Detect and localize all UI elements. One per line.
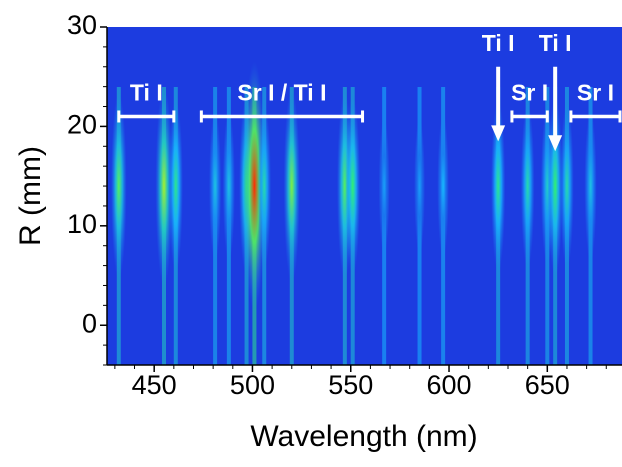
y-axis-label: R (mm) — [14, 146, 47, 246]
arrow-head — [548, 135, 563, 152]
annotations: Ti I Sr I / Ti ITi ISr ITi ISr I — [117, 30, 622, 152]
y-tick-label: 20 — [67, 110, 97, 140]
annotation-label: Ti I — [130, 80, 163, 106]
x-tick-label: 550 — [328, 370, 373, 400]
emission-line — [520, 103, 535, 270]
emission-line — [257, 103, 272, 270]
annotation-label: Sr I / Ti I — [237, 80, 326, 106]
emission-line — [155, 85, 173, 287]
x-tick-label: 450 — [132, 370, 177, 400]
annotation-label: Sr I — [577, 80, 614, 106]
emission-line — [283, 89, 300, 284]
emission-line — [414, 117, 425, 256]
x-tick-label: 600 — [426, 370, 471, 400]
annotation-label: Ti I — [482, 30, 515, 56]
emission-line — [110, 92, 127, 280]
y-tick-label: 0 — [82, 308, 97, 338]
annotation-label: Ti I — [539, 30, 572, 56]
emission-line — [345, 96, 361, 277]
emission-line — [209, 110, 222, 263]
emission-line — [168, 99, 183, 273]
axes: 0 10 20 30 450 500 550 600 650 — [67, 10, 622, 400]
emission-line — [378, 117, 390, 256]
annotation-label: Sr I — [511, 80, 548, 106]
x-tick-label: 650 — [525, 370, 570, 400]
emission-line — [437, 113, 449, 259]
plot-area — [107, 27, 622, 365]
y-tick-label: 10 — [67, 209, 97, 239]
y-tick-label: 30 — [67, 10, 97, 40]
emission-line — [491, 99, 506, 273]
x-tick-label: 500 — [230, 370, 275, 400]
emission-line — [222, 110, 235, 263]
emission-line — [584, 110, 597, 263]
arrow-head — [491, 125, 506, 142]
emission-line — [560, 103, 574, 270]
x-axis-label: Wavelength (nm) — [250, 420, 477, 453]
image-background — [107, 27, 622, 365]
